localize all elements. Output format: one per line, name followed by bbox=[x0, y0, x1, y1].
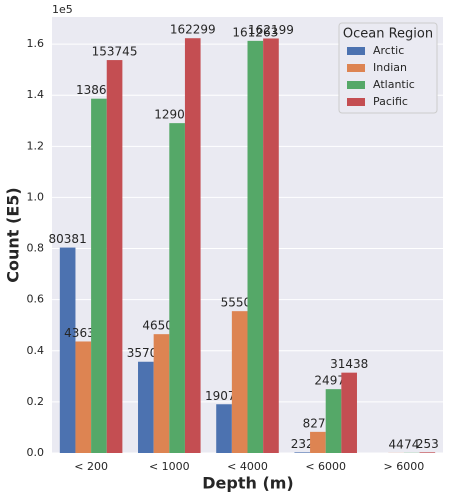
bar bbox=[341, 372, 357, 453]
bar bbox=[247, 40, 264, 454]
data-label: 232 bbox=[291, 437, 314, 451]
bars: 8038143637138636153745357054650012907116… bbox=[49, 23, 439, 454]
y-tick-label: 1.2 bbox=[27, 139, 45, 152]
y-tick-label: 0.2 bbox=[27, 395, 45, 408]
y-tick-label: 0.8 bbox=[27, 242, 45, 255]
x-tick-label: < 6000 bbox=[305, 460, 346, 473]
bar bbox=[91, 98, 107, 453]
x-tick-label: < 4000 bbox=[227, 460, 268, 473]
legend-label: Atlantic bbox=[373, 78, 415, 91]
bar bbox=[231, 311, 248, 453]
data-label: 80381 bbox=[49, 232, 87, 246]
bar bbox=[263, 38, 279, 454]
data-label: 161263 bbox=[232, 25, 278, 39]
bar bbox=[106, 60, 123, 454]
bar bbox=[75, 341, 92, 453]
legend-label: Indian bbox=[373, 61, 407, 74]
bar bbox=[294, 452, 311, 453]
bar bbox=[419, 452, 436, 453]
data-label: 162199 bbox=[248, 23, 294, 37]
data-label: 162299 bbox=[170, 23, 216, 37]
bar bbox=[59, 247, 76, 453]
y-tick-label: 0.4 bbox=[27, 344, 45, 357]
data-label: 31438 bbox=[330, 357, 368, 371]
x-tick-label: < 1000 bbox=[149, 460, 190, 473]
y-axis-label: Count (E5) bbox=[4, 187, 23, 282]
legend-swatch bbox=[347, 98, 365, 106]
data-label: 253 bbox=[416, 437, 439, 451]
bar bbox=[310, 431, 326, 453]
legend-swatch bbox=[347, 81, 365, 89]
data-label: 8272 bbox=[303, 416, 334, 430]
x-axis-label: Depth (m) bbox=[202, 474, 294, 493]
y-tick-label: 0.0 bbox=[27, 446, 45, 459]
bar bbox=[184, 38, 201, 453]
legend-label: Arctic bbox=[373, 44, 404, 57]
legend-swatch bbox=[347, 47, 365, 55]
x-tick-label: < 200 bbox=[74, 460, 108, 473]
legend: Ocean Region Arctic Indian Atlantic Pacific bbox=[338, 22, 438, 114]
data-label: 44 bbox=[388, 437, 403, 451]
bar bbox=[325, 389, 342, 453]
bar bbox=[216, 404, 232, 453]
legend-box bbox=[338, 22, 438, 114]
y-tick-label: 1.6 bbox=[27, 37, 45, 50]
bar bbox=[169, 123, 185, 454]
bar bbox=[153, 334, 170, 453]
y-tick-label: 0.6 bbox=[27, 293, 45, 306]
y-tick-label: 1.4 bbox=[27, 88, 45, 101]
bar bbox=[138, 361, 154, 453]
legend-swatch bbox=[347, 64, 365, 72]
legend-title: Ocean Region bbox=[343, 27, 433, 42]
data-label: 74 bbox=[404, 437, 419, 451]
data-label: 153745 bbox=[92, 45, 138, 59]
x-tick-label: > 6000 bbox=[384, 460, 425, 473]
legend-label: Pacific bbox=[373, 95, 408, 108]
y-tick-label: 1.0 bbox=[27, 190, 45, 203]
y-offset-label: 1e5 bbox=[52, 3, 73, 16]
